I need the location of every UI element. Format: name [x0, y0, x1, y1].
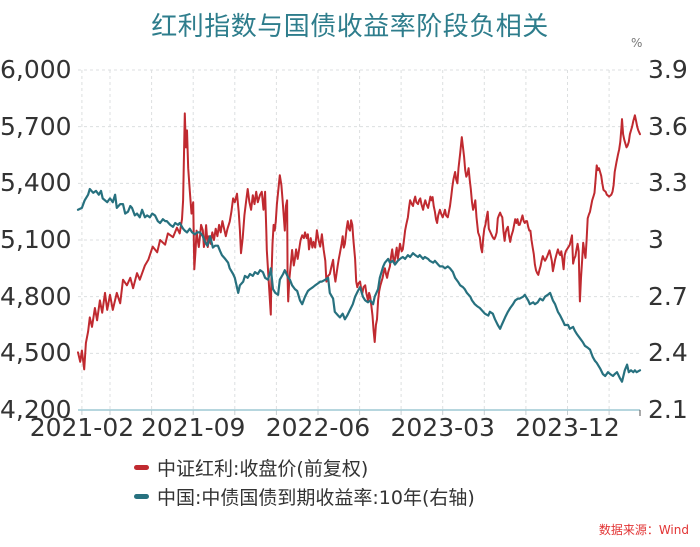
- y-axis-right-tick-label: 3.9: [648, 55, 688, 84]
- y-axis-right-tick-label: 2.7: [648, 281, 688, 311]
- x-axis-tick-label: 2021-02: [29, 413, 135, 442]
- legend-label-treasury-yield: 中国:中债国债到期收益率:10年(右轴): [157, 487, 475, 509]
- legend-dash-teal: [134, 494, 149, 499]
- y-axis-left-tick-label: 4,500: [0, 338, 72, 368]
- y-axis-right-tick-label: 2.1: [648, 395, 688, 424]
- series-line-treasury-yield: [76, 187, 642, 383]
- right-axis-unit-label: %: [631, 36, 643, 50]
- legend-label-dividend-index: 中证红利:收盘价(前复权): [157, 458, 369, 480]
- y-axis-right-tick-label: 2.4: [648, 338, 688, 368]
- x-axis-tick-label: 2023-03: [390, 413, 495, 442]
- x-axis-tick-label: 2023-12: [515, 413, 620, 442]
- legend-item-dividend-index: 中证红利:收盘价(前复权): [134, 453, 475, 482]
- legend-item-treasury-yield: 中国:中债国债到期收益率:10年(右轴): [134, 482, 475, 511]
- y-axis-left-tick-label: 6,000: [0, 55, 72, 84]
- y-axis-right-tick-label: 3: [648, 225, 664, 254]
- y-axis-right-tick-label: 3.6: [648, 111, 688, 141]
- legend: 中证红利:收盘价(前复权) 中国:中债国债到期收益率:10年(右轴): [134, 453, 475, 511]
- page-title: 红利指数与国债收益率阶段负相关: [151, 12, 549, 42]
- x-axis-tick-label: 2022-06: [265, 413, 371, 442]
- y-axis-right-tick-label: 3.3: [648, 168, 688, 198]
- chart-plot: [76, 69, 642, 416]
- y-axis-left-tick-label: 5,100: [0, 225, 72, 254]
- x-axis-tick-label: 2021-09: [140, 413, 246, 442]
- y-axis-left-tick-label: 4,800: [0, 281, 72, 311]
- y-axis-left-tick-label: 5,400: [0, 168, 72, 198]
- data-source-note: 数据来源：Wind: [598, 523, 689, 537]
- y-axis-left-tick-label: 4,200: [0, 395, 72, 424]
- series-line-dividend-index: [77, 112, 641, 371]
- y-axis-left-tick-label: 5,700: [0, 111, 72, 141]
- legend-dash-red: [134, 465, 149, 470]
